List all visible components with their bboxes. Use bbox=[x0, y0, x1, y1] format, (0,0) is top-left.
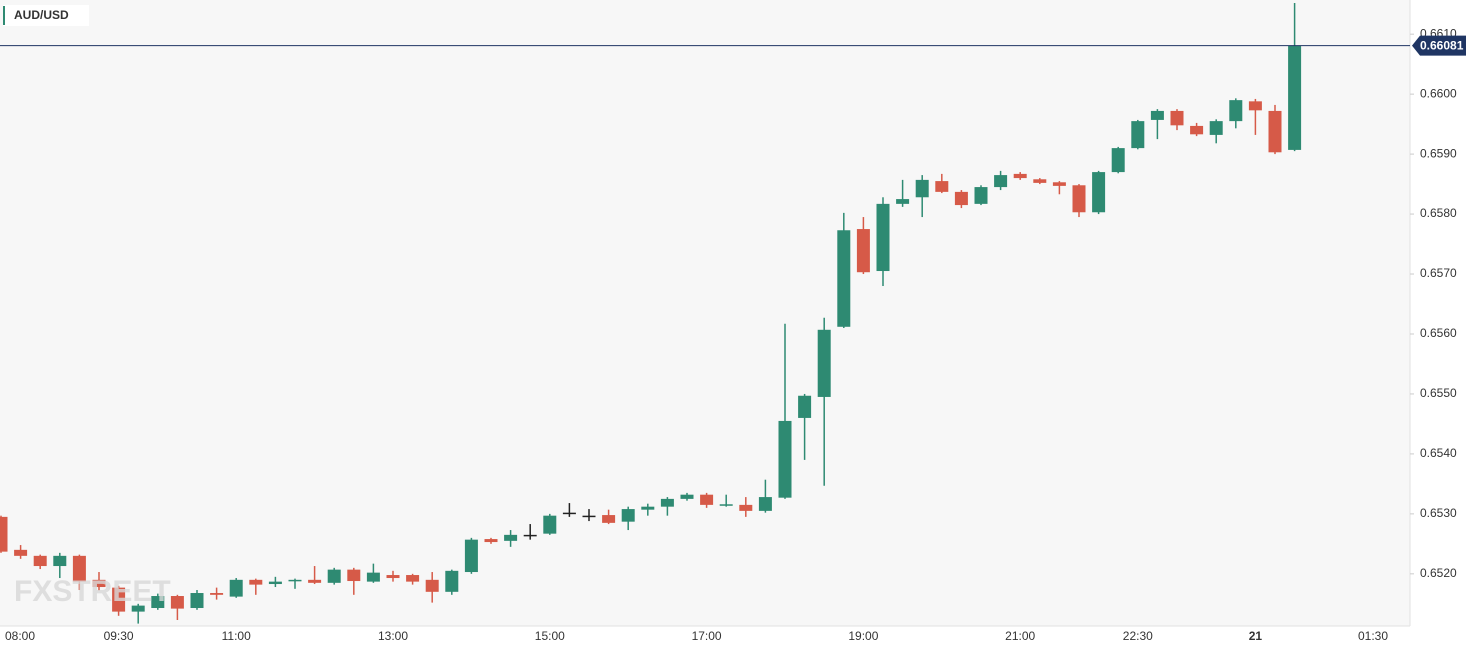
candle-body bbox=[464, 539, 478, 573]
x-tick-label: 01:30 bbox=[1358, 629, 1388, 643]
candle-body bbox=[896, 199, 910, 204]
x-tick-label: 15:00 bbox=[535, 629, 565, 643]
watermark: FXSTREET bbox=[14, 575, 171, 608]
candle-body bbox=[994, 175, 1008, 188]
candle-body bbox=[112, 587, 126, 612]
y-tick-label: 0.6550 bbox=[1420, 386, 1457, 400]
candle-body bbox=[739, 504, 753, 511]
candle-body bbox=[151, 596, 165, 609]
last-price-label: 0.66081 bbox=[1420, 39, 1464, 53]
candle-body bbox=[170, 596, 184, 609]
candle-body bbox=[1229, 100, 1243, 122]
candle-body bbox=[190, 593, 204, 609]
candle-body bbox=[935, 181, 949, 192]
candle-body bbox=[386, 575, 400, 579]
candle-body bbox=[210, 593, 224, 595]
candle-body bbox=[229, 579, 243, 597]
candle-body bbox=[1268, 110, 1282, 153]
x-tick-label: 22:30 bbox=[1123, 629, 1153, 643]
y-tick-label: 0.6570 bbox=[1420, 266, 1457, 280]
candle-body bbox=[719, 504, 733, 506]
candle-body bbox=[621, 509, 635, 522]
plot-area bbox=[0, 0, 1410, 626]
title-accent bbox=[3, 6, 5, 25]
candle-body bbox=[758, 497, 772, 511]
candle-body bbox=[1111, 148, 1125, 173]
candle-body bbox=[1092, 172, 1106, 213]
candle-body bbox=[523, 534, 537, 537]
candle-body bbox=[14, 549, 28, 556]
candle-body bbox=[249, 579, 263, 585]
y-tick-label: 0.6560 bbox=[1420, 326, 1457, 340]
candle-body bbox=[504, 534, 518, 541]
candle-body bbox=[680, 494, 694, 499]
candle-body bbox=[660, 498, 674, 507]
x-tick-label: 19:00 bbox=[848, 629, 878, 643]
candle-body bbox=[1209, 121, 1223, 135]
y-tick-label: 0.6580 bbox=[1420, 206, 1457, 220]
candle-body bbox=[33, 555, 47, 567]
candle-body bbox=[327, 569, 341, 583]
candle-body bbox=[915, 179, 929, 198]
x-tick-label: 21:00 bbox=[1005, 629, 1035, 643]
candle-body bbox=[641, 506, 655, 510]
candle-body bbox=[1072, 185, 1086, 213]
candle-body bbox=[543, 515, 557, 534]
candle-body bbox=[131, 605, 145, 612]
candle-body bbox=[406, 575, 420, 582]
candle-body bbox=[1248, 101, 1262, 111]
x-tick-label: 17:00 bbox=[692, 629, 722, 643]
candle-body bbox=[92, 579, 106, 588]
x-tick-label: 11:00 bbox=[222, 629, 251, 643]
candle-body bbox=[1013, 173, 1027, 179]
candle-body bbox=[1190, 125, 1204, 135]
candle-body bbox=[268, 581, 282, 585]
y-tick-label: 0.6540 bbox=[1420, 446, 1457, 460]
candle-body bbox=[1170, 110, 1184, 126]
candle-body bbox=[856, 229, 870, 273]
candle-body bbox=[366, 572, 380, 582]
candle-body bbox=[347, 569, 361, 582]
y-tick-label: 0.6590 bbox=[1420, 146, 1457, 160]
candle-body bbox=[954, 191, 968, 206]
candle-body bbox=[1131, 121, 1145, 149]
candle-body bbox=[288, 579, 302, 582]
candle-body bbox=[1052, 182, 1066, 186]
x-tick-label: 21 bbox=[1249, 629, 1263, 643]
candle-body bbox=[562, 512, 576, 515]
title-box bbox=[3, 5, 89, 26]
candle-body bbox=[0, 516, 8, 552]
y-tick-label: 0.6520 bbox=[1420, 566, 1457, 580]
candle-body bbox=[445, 570, 459, 592]
candle-body bbox=[700, 494, 714, 505]
candle-body bbox=[308, 579, 322, 583]
y-tick-label: 0.6530 bbox=[1420, 506, 1457, 520]
candle-body bbox=[53, 555, 67, 567]
x-tick-label: 08:00 bbox=[5, 629, 35, 643]
candle-body bbox=[1150, 110, 1164, 120]
chart-title: AUD/USD bbox=[14, 8, 69, 22]
x-tick-label: 09:30 bbox=[104, 629, 134, 643]
candle-body bbox=[72, 555, 86, 582]
candle-body bbox=[974, 187, 988, 204]
candle-body bbox=[778, 420, 792, 498]
candle-body bbox=[798, 395, 812, 418]
candle-body bbox=[484, 539, 498, 543]
candle-body bbox=[876, 203, 890, 272]
candle-body bbox=[1288, 45, 1302, 150]
candle-body bbox=[582, 515, 596, 518]
candle-body bbox=[1033, 179, 1047, 183]
y-tick-label: 0.6600 bbox=[1420, 86, 1457, 100]
candle-body bbox=[425, 579, 439, 592]
candle-body bbox=[837, 230, 851, 327]
x-tick-label: 13:00 bbox=[378, 629, 408, 643]
candle-body bbox=[817, 329, 831, 397]
candle-body bbox=[602, 515, 616, 523]
last-price-tag bbox=[1412, 35, 1466, 56]
